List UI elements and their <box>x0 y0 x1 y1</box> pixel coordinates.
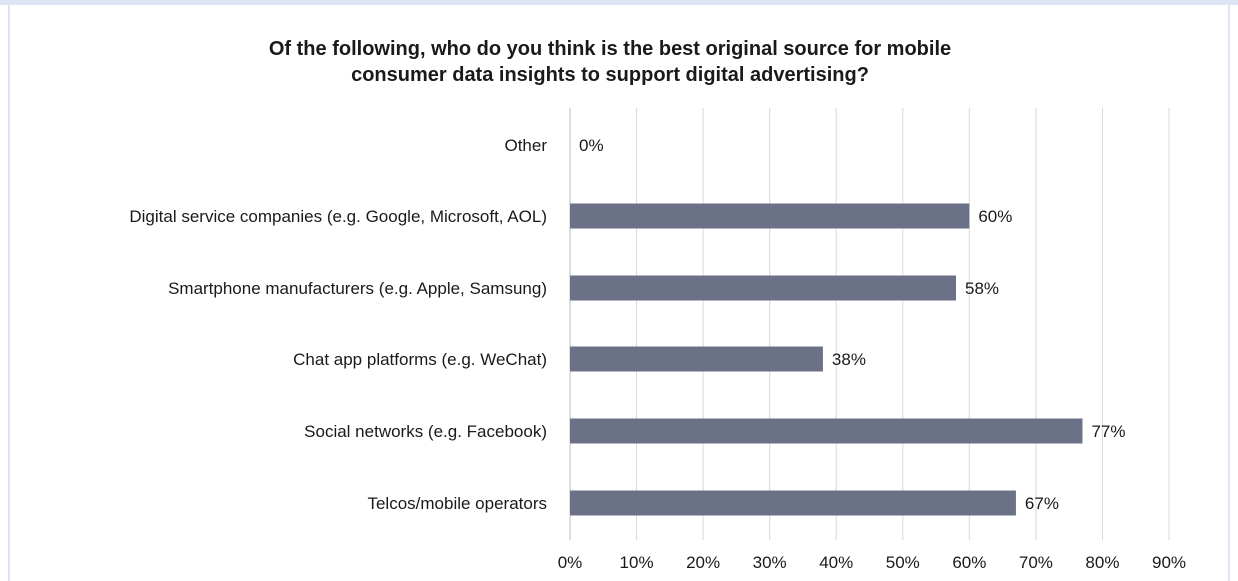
category-label: Other <box>504 136 547 155</box>
bar <box>570 346 823 372</box>
x-tick-label: 70% <box>1019 553 1053 572</box>
chart-title: Of the following, who do you think is th… <box>150 36 1070 88</box>
right-border <box>1228 5 1230 581</box>
data-label: 0% <box>579 136 604 155</box>
data-label: 38% <box>832 350 866 369</box>
bar <box>570 490 1016 516</box>
top-band <box>0 0 1238 5</box>
x-tick-label: 90% <box>1152 553 1186 572</box>
data-label: 67% <box>1025 494 1059 513</box>
chart-title-line-2: consumer data insights to support digita… <box>351 64 869 86</box>
bar <box>570 203 970 229</box>
category-label: Digital service companies (e.g. Google, … <box>129 207 547 226</box>
bar <box>570 275 957 301</box>
left-border <box>8 5 10 581</box>
category-label: Smartphone manufacturers (e.g. Apple, Sa… <box>168 279 547 298</box>
data-label: 58% <box>965 279 999 298</box>
x-tick-label: 20% <box>686 553 720 572</box>
x-tick-label: 30% <box>753 553 787 572</box>
x-tick-label: 60% <box>952 553 986 572</box>
bar <box>570 418 1083 444</box>
x-tick-label: 80% <box>1085 553 1119 572</box>
x-tick-label: 0% <box>558 553 583 572</box>
category-label: Chat app platforms (e.g. WeChat) <box>293 350 547 369</box>
x-tick-label: 40% <box>819 553 853 572</box>
x-tick-label: 50% <box>886 553 920 572</box>
category-label: Social networks (e.g. Facebook) <box>304 422 547 441</box>
data-label: 77% <box>1091 422 1125 441</box>
data-label: 60% <box>978 207 1012 226</box>
x-tick-label: 10% <box>620 553 654 572</box>
chart-title-line-1: Of the following, who do you think is th… <box>268 38 952 60</box>
category-label: Telcos/mobile operators <box>367 494 547 513</box>
